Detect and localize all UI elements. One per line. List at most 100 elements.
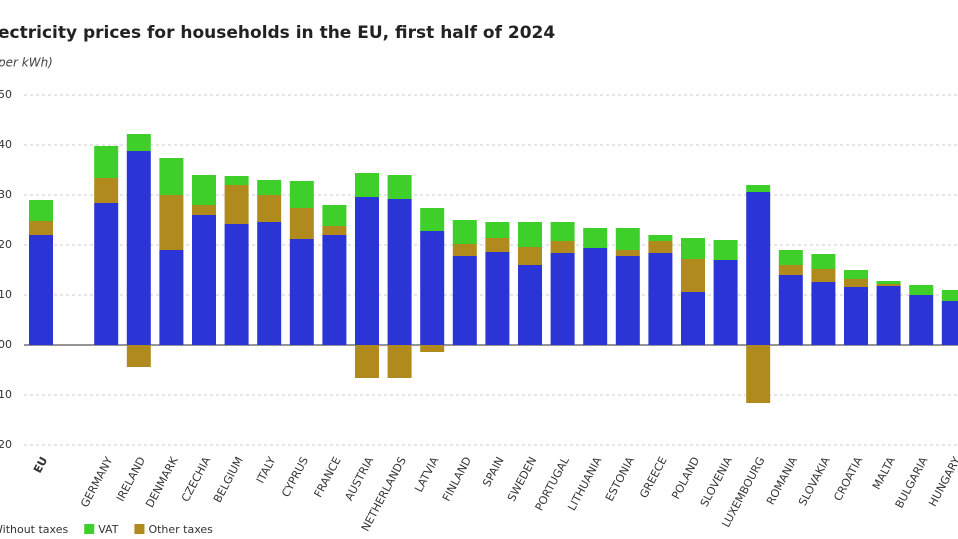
legend-label: VAT (98, 523, 118, 536)
bar-segment (387, 345, 412, 378)
bar-segment (681, 238, 705, 259)
bar-segment (289, 208, 314, 239)
bar-segment (648, 235, 673, 241)
bar-segment (289, 181, 314, 208)
y-tick-label: 20 (0, 438, 12, 451)
bar-segment (648, 253, 673, 345)
x-tick-label: DENMARK (143, 454, 181, 510)
bar-segment (257, 180, 282, 195)
bar-segment (126, 345, 151, 367)
bar-segment (159, 250, 184, 345)
bar-segment (746, 345, 771, 403)
x-tick-label: ESTONIA (603, 454, 637, 503)
bar-segment (452, 244, 477, 256)
bar-segment (452, 220, 477, 244)
bar-segment (257, 222, 282, 345)
bar-segment (615, 256, 640, 345)
x-tick-label: FRANCE (312, 455, 344, 500)
bar-segment (94, 203, 119, 345)
bar-segment (224, 176, 249, 185)
bar-segment (94, 146, 119, 178)
bar-segment (224, 224, 249, 345)
bar-segment (746, 185, 771, 192)
x-tick-label: AUSTRIA (342, 454, 376, 503)
bar-segment (648, 241, 673, 253)
y-tick-label: 10 (0, 288, 12, 301)
bar-segment (778, 275, 803, 345)
bar-segment (615, 228, 640, 250)
x-tick-label: LITHUANIA (565, 454, 604, 513)
bar-segment (355, 197, 379, 345)
bar-segment (941, 290, 958, 301)
bar-segment (224, 185, 249, 224)
bar-segment (583, 228, 608, 248)
bar-segment (29, 235, 53, 345)
x-tick-label: SWEDEN (505, 455, 539, 504)
legend-label: Without taxes (0, 523, 68, 536)
x-tick-label: IRELAND (114, 455, 148, 504)
bar-segment (550, 222, 575, 241)
bar-segment (713, 240, 738, 260)
x-tick-label: ITALY (254, 454, 279, 485)
x-tick-label: CYPRUS (279, 455, 311, 500)
x-tick-label: BELGIUM (211, 455, 246, 505)
x-tick-label: CROATIA (831, 454, 865, 503)
bar-segment (778, 250, 803, 265)
bar-segment (322, 205, 347, 226)
bar-segment (876, 286, 901, 345)
bar-segment (29, 221, 53, 235)
bar-segment (192, 205, 216, 215)
x-tick-label: EU (31, 455, 50, 476)
bar-segment (192, 215, 216, 345)
x-tick-label: SPAIN (480, 455, 506, 489)
bar-segment (420, 231, 445, 345)
bar-segment (420, 345, 445, 352)
bar-segment (126, 134, 151, 151)
bar-segment (518, 265, 542, 345)
bar-segment (713, 260, 738, 345)
chart-title: ectricity prices for households in the E… (0, 23, 555, 43)
bar-segment (811, 254, 836, 269)
x-tick-label: GERMANY (78, 454, 115, 509)
y-tick-label: 50 (0, 88, 12, 101)
bar-segment (387, 199, 412, 345)
bar-segment (322, 235, 347, 345)
bar-segment (876, 281, 901, 284)
bar-segment (452, 256, 477, 345)
bar-segment (322, 226, 347, 235)
x-tick-label: CZECHIA (179, 454, 214, 504)
y-tick-label: 30 (0, 188, 12, 201)
x-tick-label: FINLAND (440, 455, 474, 504)
legend-swatch (84, 524, 95, 534)
bar-segment (909, 285, 934, 295)
bar-segment (550, 253, 575, 345)
bar-segment (126, 151, 151, 345)
x-tick-label: SLOVENIA (698, 454, 735, 509)
x-tick-label: BULGARIA (893, 454, 931, 510)
y-tick-label: 00 (0, 338, 12, 351)
bar-segment (811, 269, 836, 282)
bar-segment (355, 173, 379, 197)
y-tick-label: 20 (0, 238, 12, 251)
y-tick-label: 40 (0, 138, 12, 151)
chart-subtitle: per kWh) (0, 56, 53, 70)
bar-segment (844, 287, 868, 345)
x-tick-label: MALTA (870, 454, 898, 491)
bar-segment (387, 175, 412, 199)
bar-segment (485, 238, 510, 252)
bar-segment (192, 175, 216, 205)
bar-segment (844, 279, 868, 287)
bar-segment (420, 208, 445, 231)
bar-segment (518, 222, 542, 247)
bar-segment (159, 195, 184, 250)
bar-segment (355, 345, 379, 378)
bar-segment (876, 284, 901, 286)
bar-segment (257, 195, 282, 222)
x-tick-label: GREECE (637, 455, 669, 501)
bar-segment (583, 248, 608, 345)
x-tick-label: SLOVAKIA (796, 454, 833, 508)
bar-segment (289, 239, 314, 345)
legend-label: Other taxes (148, 523, 213, 536)
x-tick-label: LATVIA (412, 454, 442, 494)
